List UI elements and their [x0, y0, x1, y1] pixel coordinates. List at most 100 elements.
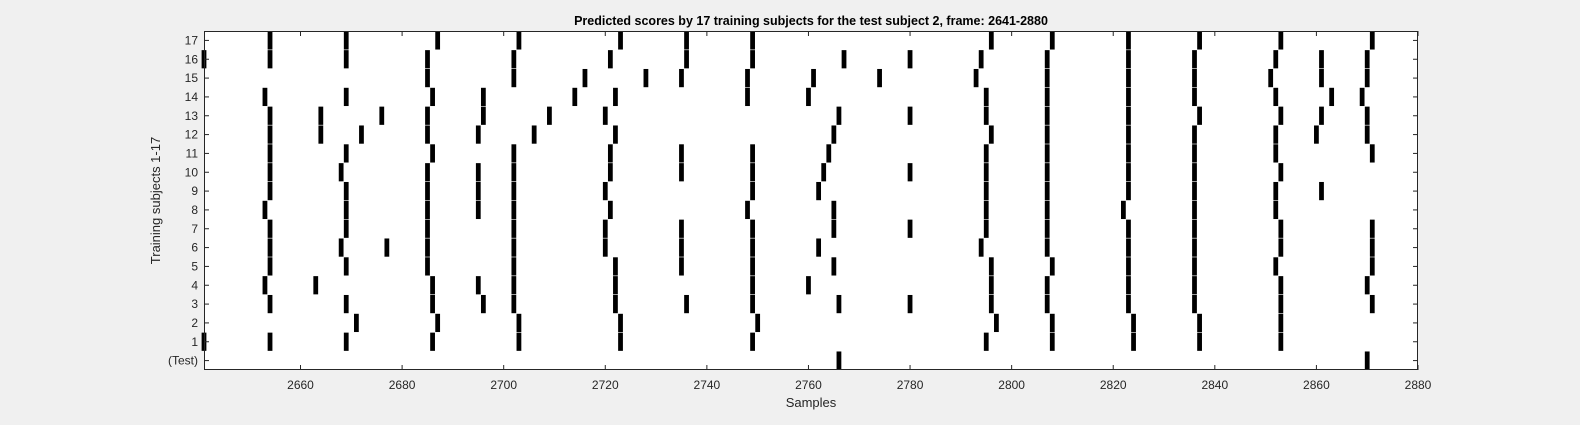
- event-mark-row-9-1: [343, 181, 349, 201]
- event-mark-row-test-1: [1364, 351, 1370, 370]
- event-mark-row-9-7: [816, 181, 822, 201]
- x-tick-label: 2700: [490, 378, 517, 392]
- event-mark-row-9-0: [267, 181, 273, 201]
- x-tick-label: 2680: [389, 378, 416, 392]
- event-mark-row-7-1: [343, 219, 349, 238]
- x-tick-label: 2720: [592, 378, 619, 392]
- event-mark-row-9-10: [1126, 181, 1131, 201]
- event-mark-row-11-8: [983, 144, 989, 163]
- event-mark-row-2-6: [1049, 313, 1055, 333]
- event-mark-row-12-5: [531, 125, 537, 144]
- event-mark-row-13-7: [836, 106, 842, 125]
- event-mark-row-15-9: [1044, 68, 1050, 88]
- event-mark-row-12-11: [1192, 125, 1197, 144]
- event-mark-row-16-1: [267, 50, 273, 69]
- event-mark-row-3-6: [684, 294, 689, 314]
- event-mark-row-9-9: [1044, 181, 1050, 201]
- event-mark-row-7-10: [1044, 219, 1050, 238]
- event-mark-row-14-0: [262, 87, 268, 107]
- event-mark-row-16-6: [684, 50, 689, 69]
- event-mark-row-3-7: [750, 294, 755, 314]
- event-mark-row-10-10: [983, 163, 989, 182]
- event-mark-row-8-11: [1192, 200, 1197, 220]
- event-mark-row-17-4: [618, 31, 623, 50]
- event-mark-row-9-6: [750, 181, 755, 201]
- event-mark-row-4-6: [750, 276, 755, 295]
- y-tick-label: (Test): [168, 354, 198, 368]
- event-mark-row-2-3: [618, 313, 623, 333]
- event-mark-row-11-2: [430, 144, 435, 163]
- event-mark-row-17-8: [1049, 31, 1055, 50]
- event-mark-row-8-5: [607, 200, 613, 220]
- y-tick-label: 2: [191, 316, 198, 330]
- event-mark-row-16-4: [511, 50, 517, 69]
- event-mark-row-5-1: [343, 257, 349, 276]
- event-mark-row-7-9: [983, 219, 989, 238]
- event-mark-row-9-12: [1273, 181, 1279, 201]
- event-mark-row-7-6: [750, 219, 755, 238]
- event-mark-row-16-5: [607, 50, 613, 69]
- event-mark-row-13-6: [602, 106, 608, 125]
- event-mark-row-14-7: [806, 87, 811, 107]
- event-mark-row-10-5: [607, 163, 613, 182]
- event-mark-row-7-3: [511, 219, 517, 238]
- event-mark-row-17-9: [1126, 31, 1131, 50]
- event-mark-row-9-13: [1319, 181, 1324, 201]
- event-mark-row-6-0: [267, 238, 273, 257]
- x-tick-label: 2780: [897, 378, 924, 392]
- event-mark-row-12-13: [1314, 125, 1319, 144]
- event-mark-row-7-0: [267, 219, 273, 238]
- event-mark-row-5-5: [679, 257, 684, 276]
- event-mark-row-7-12: [1192, 219, 1197, 238]
- event-mark-row-11-9: [1044, 144, 1050, 163]
- event-mark-row-3-11: [1044, 294, 1050, 314]
- event-mark-row-4-7: [806, 276, 811, 295]
- y-tick-label: 12: [185, 128, 199, 142]
- event-mark-row-11-13: [1369, 144, 1375, 163]
- event-mark-row-15-13: [1319, 68, 1324, 88]
- event-mark-row-2-8: [1197, 313, 1202, 333]
- event-mark-row-3-13: [1192, 294, 1197, 314]
- event-mark-row-7-7: [831, 219, 837, 238]
- event-mark-row-9-4: [511, 181, 517, 201]
- event-mark-row-13-5: [547, 106, 552, 125]
- event-mark-row-11-4: [607, 144, 613, 163]
- event-mark-row-12-9: [1044, 125, 1050, 144]
- y-tick-label: 6: [191, 241, 198, 255]
- event-mark-row-6-4: [511, 238, 517, 257]
- event-mark-row-13-8: [907, 106, 913, 125]
- y-tick-label: 9: [191, 184, 198, 198]
- event-mark-row-16-2: [343, 50, 349, 69]
- y-tick-label: 4: [191, 278, 198, 292]
- event-mark-row-1-3: [430, 332, 435, 351]
- event-mark-row-10-0: [267, 163, 273, 182]
- event-mark-row-10-3: [475, 163, 481, 182]
- y-tick-label: 16: [185, 52, 199, 66]
- y-tick-label: 11: [186, 146, 199, 160]
- event-mark-row-12-1: [318, 125, 324, 144]
- event-mark-row-8-0: [262, 200, 268, 220]
- event-mark-row-11-6: [750, 144, 755, 163]
- event-mark-row-15-6: [811, 68, 816, 88]
- y-tick-label: 7: [191, 222, 198, 236]
- event-mark-row-9-3: [475, 181, 481, 201]
- event-mark-row-7-14: [1369, 219, 1375, 238]
- event-mark-row-6-14: [1369, 238, 1375, 257]
- event-mark-row-7-11: [1126, 219, 1131, 238]
- event-mark-row-17-2: [435, 31, 441, 50]
- event-mark-row-14-11: [1192, 87, 1197, 107]
- event-mark-row-15-0: [425, 68, 430, 88]
- event-mark-row-3-15: [1369, 294, 1375, 314]
- event-mark-row-16-15: [1319, 50, 1324, 69]
- event-mark-row-13-9: [983, 106, 989, 125]
- event-mark-row-16-12: [1126, 50, 1131, 69]
- event-mark-row-5-12: [1273, 257, 1279, 276]
- event-mark-row-6-12: [1192, 238, 1197, 257]
- event-mark-row-6-13: [1278, 238, 1284, 257]
- event-mark-row-12-14: [1364, 125, 1370, 144]
- event-mark-row-17-6: [750, 31, 755, 50]
- y-axis-label: Training subjects 1-17: [148, 137, 163, 264]
- event-mark-row-1-2: [343, 332, 349, 351]
- event-mark-row-7-13: [1278, 219, 1284, 238]
